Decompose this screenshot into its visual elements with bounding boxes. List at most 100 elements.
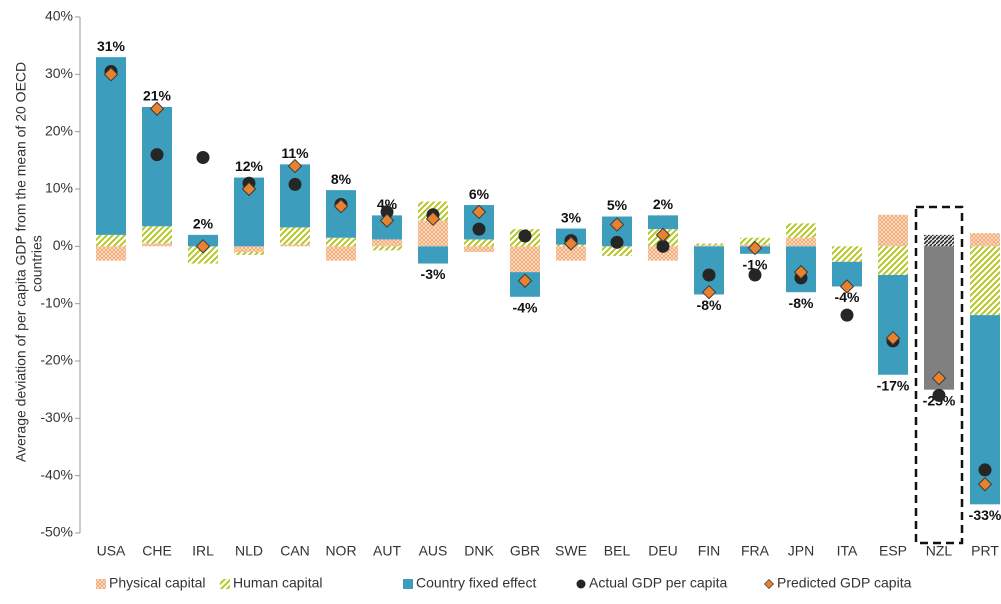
y-tick-label: -20% <box>40 352 73 368</box>
bar-segment <box>280 244 310 247</box>
y-axis-title-line: Average deviation of per capita GDP from… <box>13 62 29 462</box>
bar-segment <box>234 252 264 255</box>
x-tick-label: DEU <box>648 543 678 559</box>
bar-segment <box>326 190 356 238</box>
x-tick-label: FIN <box>698 543 721 559</box>
x-tick-label: CHE <box>142 543 172 559</box>
point <box>839 279 855 294</box>
x-tick-label: CAN <box>280 543 310 559</box>
point <box>655 227 671 243</box>
data-label: 6% <box>469 186 490 202</box>
highlight-box <box>914 205 964 545</box>
bar-segment <box>878 214 908 247</box>
point <box>149 101 165 116</box>
bar-segment <box>924 234 954 247</box>
bar-segment <box>96 57 126 235</box>
bar-segment <box>96 234 126 247</box>
point <box>747 240 763 256</box>
x-tick-label: FRA <box>741 543 770 559</box>
x-tick-label: AUS <box>419 543 448 559</box>
data-label: -4% <box>835 289 860 305</box>
data-label: -1% <box>743 256 768 272</box>
data-label: 5% <box>607 197 628 213</box>
legend-swatch <box>763 578 775 590</box>
point <box>885 330 901 346</box>
x-tick-label: SWE <box>555 543 587 559</box>
point <box>748 268 762 282</box>
bar-segment <box>694 245 724 247</box>
x-tick-label: PRT <box>971 543 999 559</box>
bar-segment <box>234 246 264 253</box>
bar-segment <box>694 243 724 246</box>
x-tick-label: ESP <box>879 543 907 559</box>
y-tick-label: -50% <box>40 524 73 540</box>
bar-segment <box>832 246 862 262</box>
legend-swatch <box>220 579 230 589</box>
legend-label: Predicted GDP capita <box>777 575 912 591</box>
y-axis-title: Average deviation of per capita GDP from… <box>13 62 45 462</box>
bar-segment <box>648 215 678 230</box>
data-label: 8% <box>331 171 352 187</box>
legend-swatch <box>96 579 106 589</box>
bar-segment <box>280 227 310 245</box>
bar-segment <box>326 246 356 261</box>
x-tick-label: NLD <box>235 543 263 559</box>
point <box>656 239 670 253</box>
point <box>471 204 487 220</box>
bar-segment <box>510 246 540 273</box>
bar-segment <box>464 246 494 253</box>
x-tick-label: AUT <box>373 543 401 559</box>
bar-segment <box>372 239 402 247</box>
y-tick-label: -40% <box>40 466 73 482</box>
point <box>931 370 947 386</box>
y-axis-title-line: countries <box>29 235 45 292</box>
point <box>472 222 486 236</box>
point <box>333 198 349 214</box>
bar-segment <box>970 233 1000 247</box>
y-tick-label: -30% <box>40 409 73 425</box>
bar-segment <box>142 243 172 247</box>
bar-segment <box>648 246 678 261</box>
x-tick-label: NZL <box>926 543 953 559</box>
data-label: 31% <box>97 38 126 54</box>
bar-segment <box>188 246 218 264</box>
point <box>195 239 211 254</box>
legend-label: Physical capital <box>109 575 206 591</box>
data-label: -3% <box>421 266 446 282</box>
bar-segment <box>556 246 586 261</box>
bar-segment <box>878 275 908 375</box>
bar-segment <box>326 237 356 247</box>
legend-label: Actual GDP per capita <box>589 575 727 591</box>
point <box>840 308 854 322</box>
legend-label: Country fixed effect <box>416 575 536 591</box>
legend-swatch <box>576 579 586 589</box>
y-tick-label: 40% <box>45 8 73 24</box>
data-label: 3% <box>561 209 582 225</box>
point <box>287 158 303 174</box>
data-label: -33% <box>969 507 1001 523</box>
x-tick-label: USA <box>97 543 126 559</box>
bar-segment <box>924 246 954 390</box>
bar-segment <box>142 226 172 244</box>
data-label: -8% <box>789 295 814 311</box>
data-label: 2% <box>653 196 674 212</box>
point <box>150 148 164 162</box>
y-tick-label: 20% <box>45 122 73 138</box>
data-label: -8% <box>697 297 722 313</box>
point <box>425 211 441 227</box>
bar-segment <box>418 246 448 264</box>
point <box>288 177 302 191</box>
bar-segment <box>786 237 816 247</box>
x-tick-label: ITA <box>837 543 858 559</box>
point <box>977 477 993 492</box>
y-tick-label: -10% <box>40 294 73 310</box>
point <box>793 264 809 280</box>
bar-segment <box>142 107 172 227</box>
x-tick-label: JPN <box>788 543 814 559</box>
x-tick-label: GBR <box>510 543 540 559</box>
point <box>103 67 119 82</box>
point <box>379 213 395 228</box>
bar-segment <box>970 246 1000 316</box>
point <box>563 236 579 251</box>
